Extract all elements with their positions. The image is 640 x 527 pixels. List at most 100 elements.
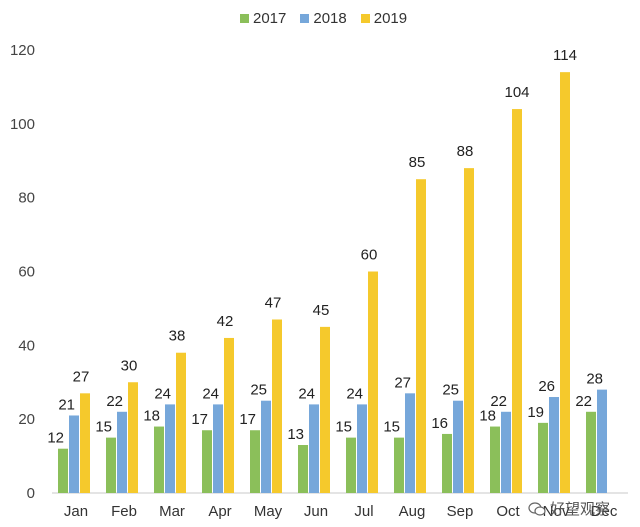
- data-label-2017-Nov: 19: [527, 404, 544, 421]
- bar-2018-Mar: [165, 404, 175, 493]
- bar-2017-Apr: [202, 430, 212, 493]
- data-label-2018-Jul: 24: [346, 385, 363, 402]
- data-label-2017-Jan: 12: [47, 430, 64, 447]
- bar-2018-Oct: [501, 411, 511, 493]
- x-tick-label-Mar: Mar: [159, 503, 185, 520]
- legend-swatch-2018: [300, 14, 310, 23]
- legend-item-2018: 2018: [300, 10, 347, 27]
- bar-2018-Dec: [597, 389, 607, 493]
- y-tick-label-120: 120: [10, 42, 35, 59]
- legend-item-2017: 2017: [240, 10, 286, 27]
- bar-2019-Feb: [128, 382, 138, 493]
- data-label-2019-Feb: 30: [121, 357, 138, 374]
- legend-swatch-2019: [360, 14, 370, 23]
- bar-2017-Feb: [106, 437, 116, 493]
- bar-2018-Apr: [213, 404, 223, 493]
- bar-2019-Jun: [320, 326, 330, 493]
- data-label-2017-Oct: 18: [479, 408, 496, 425]
- bar-2019-Jan: [80, 393, 90, 493]
- x-tick-label-Jul: Jul: [354, 503, 373, 520]
- x-tick-label-Nov: Nov: [543, 503, 570, 520]
- legend-item-2019: 2019: [360, 10, 408, 27]
- data-label-2018-Mar: 24: [154, 385, 171, 402]
- data-label-2017-Dec: 22: [575, 393, 592, 410]
- bar-2019-Aug: [416, 179, 426, 494]
- y-tick-label-80: 80: [18, 190, 35, 207]
- y-tick-label-100: 100: [10, 116, 35, 133]
- legend-label-2019: 2019: [373, 10, 408, 27]
- legend-label-2018: 2018: [313, 10, 347, 27]
- data-label-2018-Oct: 22: [490, 393, 507, 410]
- y-tick-label-20: 20: [18, 411, 35, 428]
- data-label-2019-Jul: 60: [361, 247, 378, 264]
- watermark: 好望观察: [528, 498, 610, 519]
- data-label-2017-Sep: 16: [431, 415, 448, 432]
- bar-2019-Jul: [368, 271, 378, 493]
- data-label-2018-Apr: 24: [202, 385, 219, 402]
- data-label-2019-May: 47: [265, 294, 282, 311]
- data-label-2017-Jun: 13: [287, 426, 304, 443]
- data-label-2017-Apr: 17: [191, 411, 208, 428]
- wechat-icon: [528, 501, 546, 516]
- x-tick-label-Dec: Dec: [591, 503, 618, 520]
- bar-2019-Apr: [224, 337, 234, 493]
- bar-2018-Jan: [69, 415, 79, 493]
- bar-2019-Nov: [560, 72, 570, 494]
- x-tick-label-Jan: Jan: [64, 503, 88, 520]
- x-tick-label-Sep: Sep: [447, 503, 474, 520]
- y-tick-label-40: 40: [18, 337, 35, 354]
- bar-2017-Mar: [154, 426, 164, 493]
- data-label-2019-Nov: 114: [553, 47, 577, 64]
- x-tick-label-Feb: Feb: [111, 503, 137, 520]
- bar-2017-Jun: [298, 445, 308, 493]
- bar-2019-Sep: [464, 168, 474, 493]
- data-label-2018-Dec: 28: [586, 371, 603, 388]
- data-label-2019-Oct: 104: [504, 84, 529, 101]
- data-label-2017-Mar: 18: [143, 408, 160, 425]
- data-label-2019-Jan: 27: [73, 368, 90, 385]
- y-tick-label-0: 0: [27, 485, 35, 502]
- bar-2017-Oct: [490, 426, 500, 493]
- bar-2017-May: [250, 430, 260, 493]
- bar-2018-May: [261, 400, 271, 493]
- data-label-2017-Feb: 15: [95, 419, 112, 436]
- bar-2018-Nov: [549, 397, 559, 493]
- bar-2018-Aug: [405, 393, 415, 493]
- bar-2017-Nov: [538, 422, 548, 493]
- bar-2019-Mar: [176, 352, 186, 493]
- data-label-2018-Nov: 26: [538, 378, 555, 395]
- bar-2018-Sep: [453, 400, 463, 493]
- x-tick-label-Apr: Apr: [208, 503, 231, 520]
- chart-legend: 2017 2018 2019: [240, 10, 407, 27]
- bar-2017-Sep: [442, 433, 452, 493]
- x-tick-label-Oct: Oct: [496, 503, 520, 520]
- bar-2019-Oct: [512, 109, 522, 494]
- bar-2017-Jul: [346, 437, 356, 493]
- data-label-2017-May: 17: [239, 411, 256, 428]
- bar-2018-Feb: [117, 411, 127, 493]
- data-label-2018-May: 25: [250, 382, 267, 399]
- data-label-2018-Aug: 27: [394, 374, 411, 391]
- y-tick-label-60: 60: [18, 264, 35, 281]
- watermark-text: 好望观察: [550, 501, 611, 518]
- bar-2017-Aug: [394, 437, 404, 493]
- data-label-2019-Apr: 42: [217, 313, 234, 330]
- data-label-2019-Mar: 38: [169, 328, 186, 345]
- data-label-2017-Jul: 15: [335, 419, 352, 436]
- legend-swatch-2017: [240, 14, 249, 23]
- legend-label-2017: 2017: [253, 10, 287, 27]
- data-label-2019-Jun: 45: [313, 302, 330, 319]
- data-label-2019-Aug: 85: [409, 154, 426, 171]
- data-label-2018-Sep: 25: [442, 382, 459, 399]
- bar-2018-Jun: [309, 404, 319, 493]
- data-label-2018-Jan: 21: [58, 396, 75, 413]
- x-tick-label-Jun: Jun: [304, 503, 328, 520]
- data-label-2017-Aug: 15: [383, 419, 400, 436]
- bar-2018-Jul: [357, 404, 367, 493]
- bar-2017-Dec: [586, 411, 596, 493]
- bar-2019-May: [272, 319, 282, 493]
- x-tick-label-Aug: Aug: [399, 503, 426, 520]
- data-label-2018-Jun: 24: [298, 385, 315, 402]
- data-label-2019-Sep: 88: [457, 143, 474, 160]
